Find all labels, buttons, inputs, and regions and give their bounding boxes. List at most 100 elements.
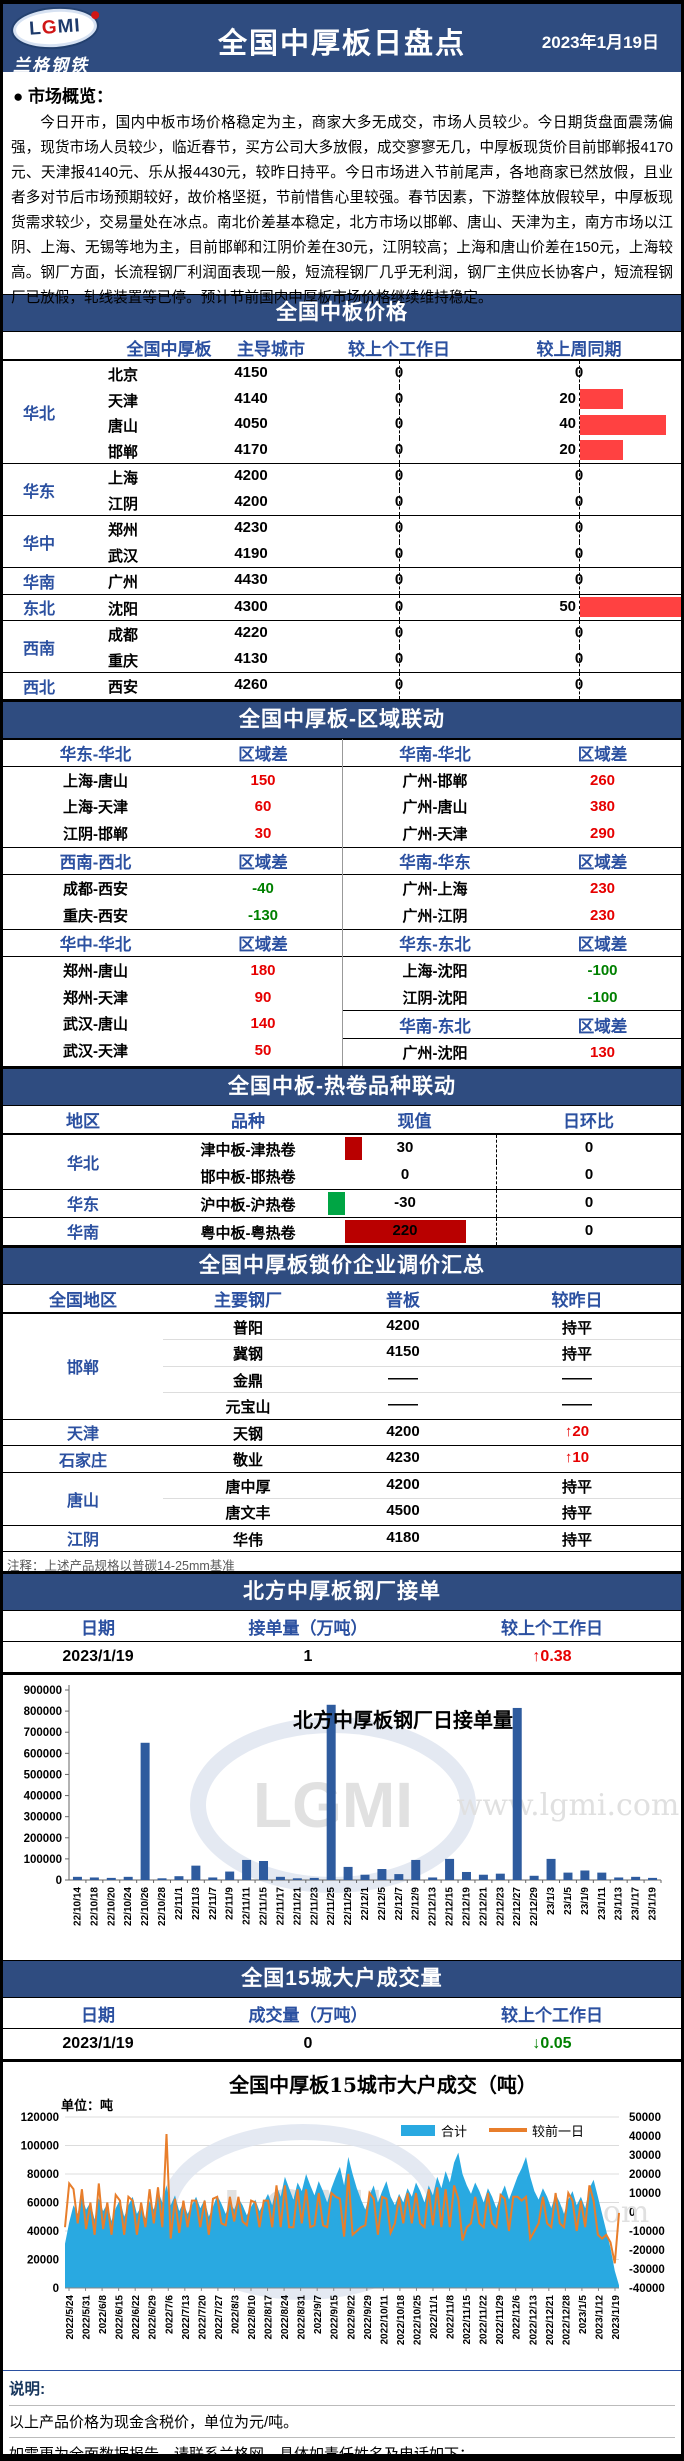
price-group: 华中 郑州 4230 0 0 武汉 4190 0 0 (3, 516, 681, 568)
market-overview-heading: ● 市场概览： (13, 87, 114, 106)
pair-header: 华南-华东 (399, 854, 471, 873)
x-tick-label: 2022/8/10 (247, 2295, 258, 2340)
section-title-national-prices: 全国中板价格 (3, 294, 681, 332)
line-series-dod (64, 2134, 620, 2264)
week-change-bar (580, 414, 667, 435)
region-label: 华东 (66, 1197, 99, 1215)
day-change-value: 0 (394, 571, 404, 588)
plate-price: 4200 (386, 1316, 420, 1334)
lock-row: 天钢 4200 ↑20 (163, 1420, 681, 1446)
current-value-cell: 0 (333, 1161, 497, 1189)
section-title-variety-linkage: 全国中板-热卷品种联动 (3, 1067, 681, 1106)
plate-price: —— (388, 1369, 418, 1387)
price-value: 4200 (234, 492, 268, 510)
region-label: 华东 (22, 483, 55, 501)
x-tick-label: 2023/1/12 (594, 2295, 605, 2340)
x-tick-label: 2022/8/3 (230, 2295, 241, 2334)
diff-value: -100 (587, 988, 618, 1006)
change-value: 持平 (561, 1478, 592, 1496)
price-group: 西南 成都 4220 0 0 重庆 4130 0 0 (3, 621, 681, 673)
pair-header: 华中-华北 (59, 935, 132, 954)
y-right-label: 10000 (629, 2188, 661, 2200)
bar (512, 1708, 522, 1881)
x-tick-label: 2022/8/24 (280, 2295, 291, 2340)
current-value: 0 (400, 1165, 410, 1183)
x-tick-label: 22/11/21 (292, 1887, 303, 1926)
variety-table-body: 华北 津中板-津热卷 30 0 邯中板-邯热卷 0 0 华东 沪中板-沪热卷 -30 0 华南 粤中板-… (3, 1134, 681, 1247)
price-value: 4200 (234, 467, 268, 484)
diff-value: 180 (250, 962, 276, 980)
bar (242, 1860, 252, 1881)
y-tick-label: 900000 (24, 1685, 62, 1697)
week-change-value: 0 (574, 544, 584, 562)
y-right-label: 20000 (629, 2169, 661, 2181)
diff-value: 130 (589, 1043, 616, 1061)
pair-label: 上海-沈阳 (402, 963, 468, 981)
bar (394, 1874, 404, 1881)
price-lock-note: 注释：上述产品规格以普碳14-25mm基准 (3, 1552, 681, 1574)
plate-price: 4500 (386, 1502, 420, 1520)
linkage-row: 上海-唐山 150 (3, 767, 342, 794)
col-header: 较上周同期 (536, 340, 622, 359)
change-value: ↑10 (564, 1449, 590, 1467)
diff-value: 230 (589, 880, 616, 898)
week-change-axis (579, 673, 580, 699)
lock-group: 石家庄 敬业 4230 ↑10 (3, 1446, 681, 1473)
week-change-value: 0 (574, 571, 584, 588)
col-header: 主导城市 (237, 340, 305, 359)
diff-header: 区域差 (577, 1017, 628, 1036)
y-right-label: 30000 (629, 2150, 661, 2162)
day-change-value: 0 (394, 624, 404, 641)
plate-price: 4150 (386, 1343, 420, 1361)
price-row: 唐山 4050 0 40 (75, 412, 681, 438)
y-tick-label: 500000 (24, 1770, 62, 1782)
change-value: 持平 (561, 1346, 592, 1364)
variety-row: 粤中板-粤热卷 220 0 (163, 1217, 681, 1245)
day-change-axis (399, 594, 400, 620)
x-tick-label: 22/10/28 (157, 1887, 168, 1926)
change-value: 持平 (561, 1319, 592, 1337)
week-change-value: 0 (574, 676, 584, 693)
week-change-value: 50 (559, 597, 576, 615)
pair-header: 华东-华北 (59, 745, 132, 764)
x-tick-label: 2022/9/7 (313, 2295, 324, 2334)
x-tick-label: 2022/10/25 (412, 2295, 423, 2345)
price-row: 西安 4260 0 0 (75, 673, 681, 699)
day-change-value: 0 (394, 649, 404, 667)
regional-linkage-table: 华东-华北 区域差 上海-唐山 150 上海-天津 60 江阴-邯郸 30 西南-西北 区域差 成都… (3, 738, 681, 1068)
linkage-subheader: 华东-华北 区域差 (3, 738, 342, 768)
diff-header: 区域差 (238, 745, 288, 764)
y-left-label: 20000 (27, 2255, 59, 2267)
diff-value: 230 (589, 906, 616, 924)
price-group: 东北 沈阳 4300 0 50 (3, 594, 681, 621)
lock-group: 唐山 唐中厚 4200 持平 唐文丰 4500 持平 (3, 1473, 681, 1526)
current-value-cell: -30 (328, 1189, 497, 1217)
pair-label: 广州-唐山 (402, 799, 468, 817)
x-tick-label: 22/10/18 (89, 1887, 100, 1926)
variety-row: 津中板-津热卷 30 0 (163, 1134, 681, 1162)
y-left-label: 120000 (21, 2112, 59, 2124)
week-change-axis (579, 464, 580, 490)
x-tick-label: 22/12/29 (529, 1887, 540, 1926)
bar (563, 1872, 573, 1881)
day-change-value: 0 (394, 415, 404, 432)
price-value: 4130 (234, 649, 268, 667)
diff-value: -40 (252, 880, 274, 898)
bar (580, 1870, 590, 1881)
x-tick-label: 2022/7/27 (214, 2295, 225, 2340)
change-value: 持平 (561, 1505, 592, 1523)
week-change-axis (579, 516, 580, 542)
variety-table-header: 地区 品种 现值 日环比 (3, 1106, 681, 1135)
lock-row: 敬业 4230 ↑10 (163, 1446, 681, 1472)
diff-header: 区域差 (238, 935, 288, 954)
day-change-axis (399, 541, 400, 567)
pair-label: 江阴-沈阳 (402, 989, 468, 1007)
value-bar (345, 1136, 362, 1160)
region-label: 东北 (22, 601, 55, 619)
pair-label: 成都-西安 (63, 881, 128, 899)
orders-table-row: 2023/1/19 1 ↑0.38 (3, 1642, 681, 1676)
change-value: ↑20 (564, 1422, 590, 1440)
bar (123, 1876, 133, 1881)
lock-row: 唐中厚 4200 持平 (163, 1473, 681, 1499)
y-tick-label: 700000 (24, 1727, 62, 1739)
